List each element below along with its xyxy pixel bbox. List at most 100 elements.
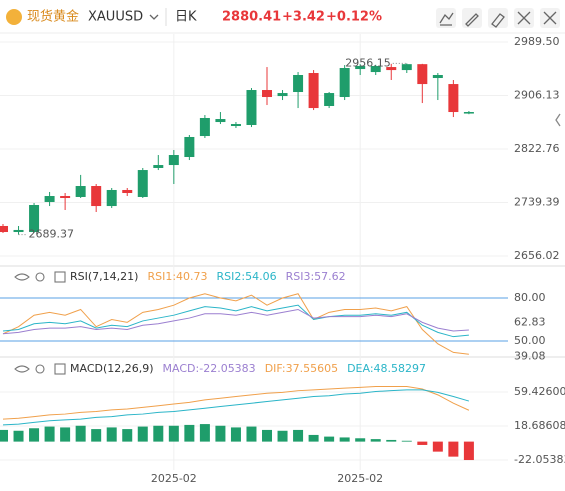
candle-body: [13, 229, 24, 233]
candle-body: [168, 155, 179, 166]
eye-icon[interactable]: [14, 273, 30, 281]
histogram-bar: [417, 441, 428, 445]
settings-icon[interactable]: [54, 363, 66, 375]
candle-body: [29, 205, 40, 233]
annotation: 2689.37: [29, 228, 75, 241]
y-tick-label: 2739.39: [514, 196, 560, 209]
legend-entry: DIF:37.55605: [265, 362, 338, 375]
histogram-bar: [60, 427, 71, 442]
y-tick-label: 2656.02: [514, 249, 560, 262]
candle-body: [308, 73, 319, 109]
tool-icon: [491, 13, 505, 28]
candle-body: [370, 66, 381, 73]
legend-entry: RSI(7,14,21): [70, 270, 138, 283]
x-tick-label: 2025-02: [337, 472, 383, 485]
legend-entry: RSI3:57.62: [286, 270, 346, 283]
indicator-line: [2, 293, 469, 355]
tool-icon: [543, 11, 557, 25]
histogram-bar: [75, 425, 86, 442]
candle-body: [401, 64, 412, 71]
annotation: 2956.15: [345, 56, 391, 69]
histogram-bar: [29, 428, 40, 442]
legend-entry: RSI2:54.06: [217, 270, 277, 283]
price: 2880.41: [222, 10, 281, 25]
histogram-bar: [215, 425, 226, 442]
dropdown-caret[interactable]: [149, 14, 159, 20]
candle-body: [0, 225, 8, 233]
tool-icon: [517, 11, 531, 25]
candle-body: [60, 196, 71, 199]
y-tick-label: 2822.76: [514, 142, 560, 155]
candle-body: [91, 186, 102, 207]
y-tick-label: 62.83: [514, 316, 546, 329]
histogram-bar: [168, 425, 179, 442]
candle-body: [106, 189, 117, 207]
histogram-bar: [293, 429, 304, 442]
change: +3.42: [282, 10, 325, 25]
symbol-icon: [6, 9, 22, 25]
candle-body: [386, 67, 397, 71]
candle-body: [355, 66, 366, 70]
candle-body: [184, 136, 195, 158]
settings-icon[interactable]: [54, 271, 66, 283]
histogram-bar: [91, 429, 102, 442]
candle-body: [246, 90, 257, 125]
indicator-line: [2, 386, 470, 420]
histogram-bar: [355, 438, 366, 442]
histogram-bar: [230, 427, 241, 442]
eye-icon[interactable]: [14, 365, 30, 373]
legend-entry: MACD(12,26,9): [70, 362, 154, 375]
candle-body: [199, 117, 210, 137]
candle-body: [153, 165, 164, 168]
candle-body: [122, 189, 133, 194]
histogram-bar: [13, 430, 24, 442]
histogram-bar: [0, 429, 8, 442]
candle-body: [324, 93, 335, 106]
y-tick-label: 80.00: [514, 291, 546, 304]
period[interactable]: 日K: [175, 10, 197, 25]
y-tick-label: 2906.13: [514, 89, 560, 102]
symbol[interactable]: XAUUSD: [88, 10, 143, 25]
histogram-bar: [262, 429, 273, 442]
indicator-line: [2, 389, 470, 426]
candle-body: [339, 68, 350, 98]
candle-body: [277, 93, 288, 97]
legend-entry: DEA:48.58297: [347, 362, 426, 375]
histogram-bar: [370, 439, 381, 442]
y-tick-label: 50.00: [514, 334, 546, 347]
histogram-bar: [308, 434, 319, 442]
collapse-arrow[interactable]: [555, 113, 561, 127]
y-tick-label: 18.68608: [514, 419, 565, 432]
candle-body: [463, 112, 474, 114]
candle-body: [230, 124, 241, 127]
y-tick-label: 59.42600: [514, 385, 565, 398]
histogram-bar: [106, 427, 117, 442]
gear-icon[interactable]: [35, 272, 45, 282]
histogram-bar: [137, 426, 148, 442]
histogram-bar: [401, 440, 412, 442]
histogram-bar: [432, 441, 443, 452]
histogram-bar: [44, 426, 55, 442]
histogram-bar: [324, 436, 335, 442]
histogram-bar: [339, 437, 350, 442]
histogram-bar: [184, 424, 195, 442]
histogram-bar: [277, 430, 288, 442]
histogram-bar: [463, 441, 474, 461]
candle-body: [75, 186, 86, 197]
candle-body: [215, 119, 226, 123]
y-tick-label: -22.05383: [514, 453, 565, 466]
candle-body: [137, 170, 148, 197]
histogram-bar: [122, 429, 133, 442]
y-tick-label: 2989.50: [514, 35, 560, 48]
tool-icon: [439, 12, 454, 26]
symbol-name: 现货黄金: [27, 9, 79, 25]
legend-entry: RSI1:40.73: [147, 270, 207, 283]
histogram-bar: [153, 425, 164, 442]
gear-icon[interactable]: [35, 364, 45, 374]
candle-body: [432, 75, 443, 79]
toolbar: [436, 8, 560, 28]
indicator-line: [2, 308, 469, 335]
tool-button[interactable]: [436, 8, 456, 28]
